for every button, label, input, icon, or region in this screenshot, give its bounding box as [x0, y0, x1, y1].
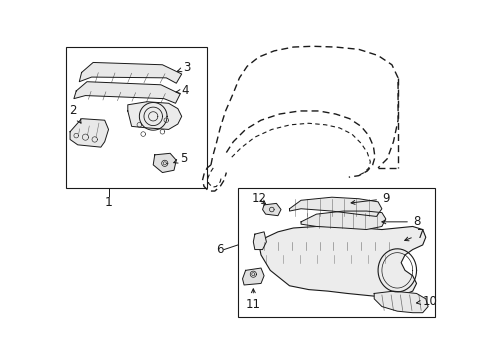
Text: 7: 7 [404, 228, 423, 241]
Bar [66, 47, 207, 188]
Text: 5: 5 [173, 152, 187, 165]
Text: 12: 12 [251, 192, 265, 205]
Polygon shape [242, 268, 264, 285]
Text: 10: 10 [416, 294, 437, 308]
Text: 8: 8 [381, 215, 419, 228]
Polygon shape [74, 82, 180, 103]
Text: 6: 6 [216, 243, 224, 256]
Text: 2: 2 [69, 104, 81, 123]
Polygon shape [289, 197, 381, 216]
Polygon shape [301, 211, 385, 230]
Text: 1: 1 [104, 196, 112, 209]
Polygon shape [258, 226, 425, 297]
Polygon shape [70, 119, 108, 147]
Bar [238, 188, 434, 316]
Polygon shape [262, 203, 281, 216]
Text: 4: 4 [176, 85, 189, 98]
Polygon shape [127, 102, 182, 130]
Polygon shape [253, 232, 266, 249]
Text: 11: 11 [245, 289, 260, 311]
Polygon shape [79, 62, 182, 83]
Polygon shape [373, 291, 427, 313]
Text: 9: 9 [350, 192, 389, 205]
Polygon shape [153, 153, 176, 172]
Text: 3: 3 [177, 61, 190, 74]
